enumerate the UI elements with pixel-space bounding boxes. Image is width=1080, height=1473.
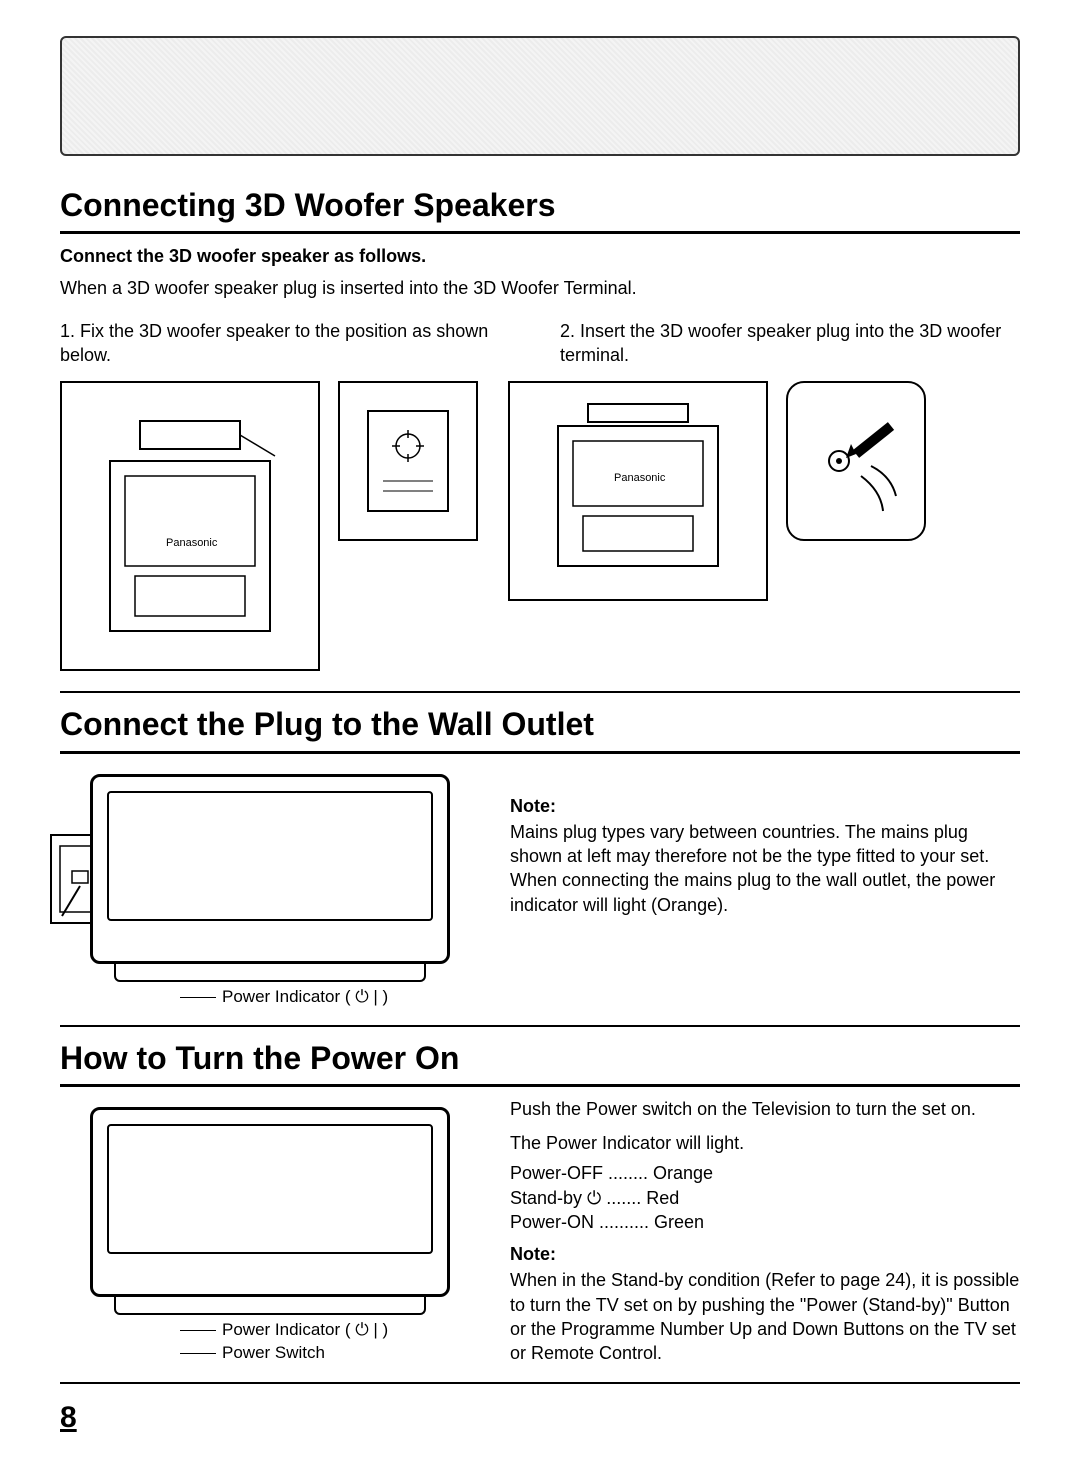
callout-power-indicator: Power Indicator ( ⏻ | ) xyxy=(222,987,388,1006)
faded-header-scan xyxy=(60,36,1020,156)
svg-text:Panasonic: Panasonic xyxy=(614,472,666,484)
callout-power-indicator-2: Power Indicator ( ⏻ | ) xyxy=(222,1320,388,1339)
s3-note-label: Note: xyxy=(510,1242,1020,1266)
status-off: Power-OFF ........ Orange xyxy=(510,1161,1020,1185)
page-number: 8 xyxy=(60,1398,1020,1439)
note-p2: When connecting the mains plug to the wa… xyxy=(510,868,1020,917)
section1-intro: When a 3D woofer speaker plug is inserte… xyxy=(60,276,1020,300)
note-label: Note: xyxy=(510,794,1020,818)
illustration-wall-outlet: Power Indicator ( ⏻ | ) xyxy=(60,764,480,1009)
divider xyxy=(60,231,1020,234)
divider xyxy=(60,751,1020,754)
s3-p2: The Power Indicator will light. xyxy=(510,1131,1020,1155)
illustration-power-on: Power Indicator ( ⏻ | ) Power Switch xyxy=(60,1097,480,1365)
brand-label: Panasonic xyxy=(166,537,218,549)
callout-power-switch: Power Switch xyxy=(222,1343,325,1362)
illustration-step2: Panasonic xyxy=(508,381,926,601)
section3-title: How to Turn the Power On xyxy=(60,1037,1020,1080)
s3-note-body: When in the Stand-by condition (Refer to… xyxy=(510,1268,1020,1365)
s3-p1: Push the Power switch on the Television … xyxy=(510,1097,1020,1121)
divider xyxy=(60,691,1020,693)
section1-sub: Connect the 3D woofer speaker as follows… xyxy=(60,244,1020,268)
status-on: Power-ON .......... Green xyxy=(510,1210,1020,1234)
section1-title: Connecting 3D Woofer Speakers xyxy=(60,184,1020,227)
section2-title: Connect the Plug to the Wall Outlet xyxy=(60,703,1020,746)
divider xyxy=(60,1084,1020,1087)
note-p1: Mains plug types vary between countries.… xyxy=(510,820,1020,869)
divider xyxy=(60,1382,1020,1384)
status-standby: Stand-by ⏻ ....... Red xyxy=(510,1186,1020,1210)
illustration-step1: Panasonic xyxy=(60,381,478,671)
step2-text: 2. Insert the 3D woofer speaker plug int… xyxy=(560,319,1020,368)
divider xyxy=(60,1025,1020,1027)
step1-text: 1. Fix the 3D woofer speaker to the posi… xyxy=(60,319,520,368)
